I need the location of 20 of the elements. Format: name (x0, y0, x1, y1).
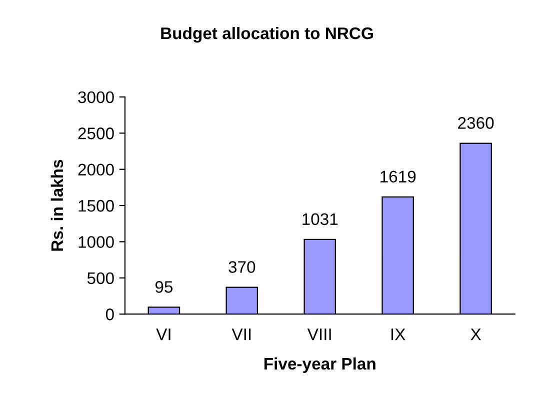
data-label: 1619 (380, 170, 416, 182)
y-tick-label: 1000 (78, 236, 114, 248)
data-label: 95 (155, 281, 173, 293)
chart-title: Budget allocation to NRCG (161, 26, 373, 43)
x-tick-label: VII (232, 328, 251, 340)
data-label: 1031 (302, 213, 338, 226)
y-tick-label: 3000 (78, 91, 114, 104)
y-tick-label: 500 (87, 272, 114, 284)
y-tick-label: 0 (106, 308, 114, 320)
y-tick-label: 2000 (78, 164, 114, 176)
x-tick-label: VIII (307, 328, 331, 340)
x-tick-label: IX (391, 328, 406, 340)
data-label: 370 (228, 261, 256, 273)
y-axis-title: Rs. in lakhs (50, 160, 64, 251)
y-tick-label: 2500 (78, 128, 114, 140)
y-tick-label: 1500 (78, 200, 114, 212)
x-axis-title: Five-year Plan (264, 357, 376, 373)
x-tick-label: X (470, 328, 481, 340)
data-label: 2360 (458, 117, 494, 129)
x-tick-label: VI (156, 328, 170, 340)
